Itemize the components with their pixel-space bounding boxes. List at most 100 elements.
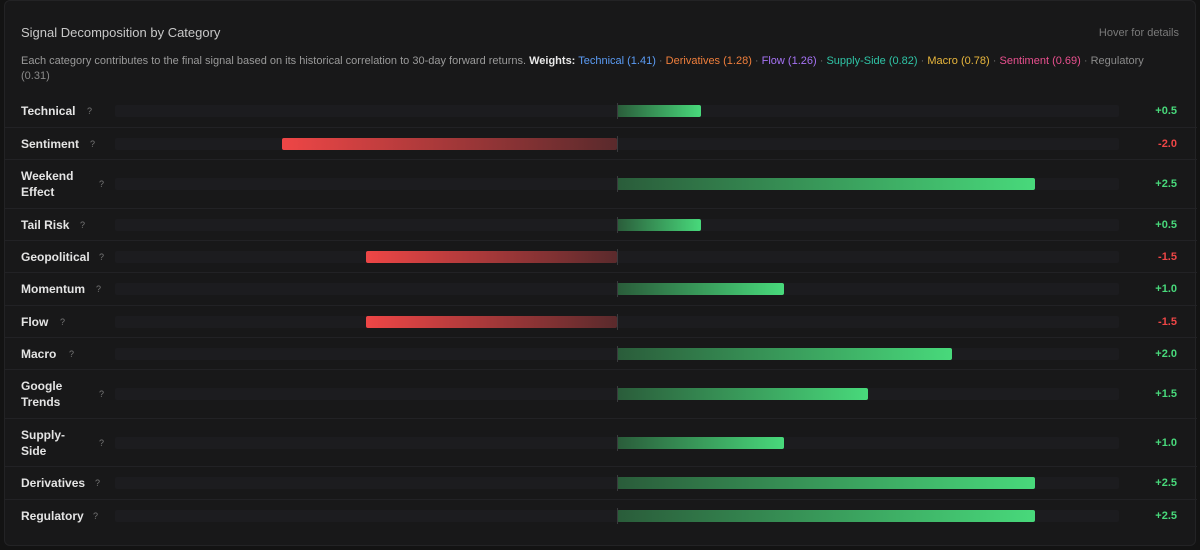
chart-row[interactable]: Flow? -1.5 bbox=[5, 305, 1197, 337]
category-label: Geopolitical bbox=[21, 249, 90, 264]
category-label: Tail Risk bbox=[21, 217, 70, 232]
zero-line bbox=[617, 248, 618, 265]
bar bbox=[366, 250, 617, 263]
hover-hint: Hover for details bbox=[1098, 27, 1179, 39]
help-icon[interactable]: ? bbox=[87, 105, 93, 116]
chart-row[interactable]: Sentiment? -2.0 bbox=[5, 127, 1197, 159]
bar bbox=[617, 218, 701, 231]
zero-line bbox=[617, 345, 618, 362]
bar bbox=[617, 388, 868, 400]
help-icon[interactable]: ? bbox=[99, 179, 105, 189]
bar-track bbox=[115, 507, 1119, 524]
weight-item: Technical (1.41) bbox=[578, 55, 656, 67]
bar-track bbox=[115, 281, 1119, 297]
chart-row[interactable]: Derivatives? +2.5 bbox=[5, 466, 1197, 499]
bar bbox=[617, 283, 785, 295]
help-icon[interactable]: ? bbox=[95, 478, 101, 488]
category-label: Momentum bbox=[21, 282, 85, 296]
weight-item: Sentiment (0.69) bbox=[999, 55, 1081, 67]
bar bbox=[617, 436, 785, 449]
category-label: Regulatory bbox=[21, 508, 84, 523]
zero-line bbox=[617, 507, 618, 524]
chart-row[interactable]: Momentum? +1.0 bbox=[5, 272, 1197, 305]
category-label: Sentiment bbox=[21, 136, 80, 151]
weight-separator: · bbox=[917, 55, 928, 67]
value-label: +2.5 bbox=[1155, 477, 1177, 489]
help-icon[interactable]: ? bbox=[80, 219, 86, 230]
help-icon[interactable]: ? bbox=[93, 510, 99, 521]
help-icon[interactable]: ? bbox=[96, 284, 102, 294]
bar-track bbox=[115, 475, 1119, 491]
category-label: Google Trends bbox=[21, 379, 63, 409]
bar bbox=[617, 104, 701, 117]
category-label: Supply-Side bbox=[21, 427, 65, 458]
category-label: Derivatives bbox=[21, 476, 86, 490]
weights-list: Technical (1.41) · Derivatives (1.28) · … bbox=[21, 55, 1144, 82]
help-icon[interactable]: ? bbox=[99, 389, 105, 399]
bar-track bbox=[115, 345, 1119, 362]
bar bbox=[617, 477, 1036, 489]
category-label: Technical bbox=[21, 103, 76, 118]
zero-line bbox=[617, 475, 618, 491]
chart-row[interactable]: Technical? +0.5 bbox=[5, 94, 1197, 127]
help-icon[interactable]: ? bbox=[99, 437, 105, 448]
value-label: -1.5 bbox=[1158, 315, 1177, 328]
chart-row[interactable]: Geopolitical? -1.5 bbox=[5, 240, 1197, 272]
zero-line bbox=[617, 386, 618, 402]
chart-row[interactable]: Google Trends? +1.5 bbox=[5, 369, 1197, 418]
bar bbox=[617, 509, 1036, 522]
value-label: +0.5 bbox=[1155, 218, 1177, 231]
description: Each category contributes to the final s… bbox=[21, 54, 1171, 84]
weight-separator: · bbox=[816, 55, 827, 67]
weight-separator: · bbox=[1080, 55, 1091, 67]
help-icon[interactable]: ? bbox=[99, 251, 105, 262]
value-label: +2.0 bbox=[1155, 347, 1177, 360]
description-text: Each category contributes to the final s… bbox=[21, 55, 527, 67]
zero-line bbox=[617, 216, 618, 233]
bar-track bbox=[115, 386, 1119, 402]
bar-track bbox=[115, 102, 1119, 119]
weight-separator: · bbox=[989, 55, 1000, 67]
value-label: +1.5 bbox=[1155, 388, 1177, 400]
value-label: +1.0 bbox=[1155, 436, 1177, 449]
zero-line bbox=[617, 313, 618, 330]
chart-row[interactable]: Tail Risk? +0.5 bbox=[5, 208, 1197, 240]
help-icon[interactable]: ? bbox=[69, 348, 75, 359]
weight-item: Macro (0.78) bbox=[927, 55, 990, 67]
bar-track bbox=[115, 216, 1119, 233]
help-icon[interactable]: ? bbox=[90, 138, 96, 149]
category-bar-chart: Technical? +0.5 Sentiment? -2.0 Weekend Effe… bbox=[5, 1, 1197, 547]
value-label: +0.5 bbox=[1155, 104, 1177, 117]
chart-row[interactable]: Supply-Side? +1.0 bbox=[5, 418, 1197, 466]
help-icon[interactable]: ? bbox=[60, 316, 66, 327]
bar-track bbox=[115, 176, 1119, 192]
chart-row[interactable]: Macro? +2.0 bbox=[5, 337, 1197, 369]
category-label: Macro bbox=[21, 346, 57, 361]
bar bbox=[282, 137, 617, 150]
value-label: +2.5 bbox=[1155, 178, 1177, 190]
weight-item: Flow (1.26) bbox=[761, 55, 817, 67]
chart-row[interactable]: Regulatory? +2.5 bbox=[5, 499, 1197, 531]
weight-separator: · bbox=[655, 55, 666, 67]
category-label: Flow bbox=[21, 314, 49, 329]
zero-line bbox=[617, 434, 618, 451]
bar-track bbox=[115, 135, 1119, 152]
zero-line bbox=[617, 102, 618, 119]
panel-title: Signal Decomposition by Category bbox=[21, 25, 221, 40]
chart-row[interactable]: Weekend Effect? +2.5 bbox=[5, 159, 1197, 208]
zero-line bbox=[617, 135, 618, 152]
zero-line bbox=[617, 176, 618, 192]
value-label: +1.0 bbox=[1155, 283, 1177, 295]
signal-decomposition-panel: Signal Decomposition by Category Hover f… bbox=[4, 0, 1197, 547]
category-label: Weekend Effect bbox=[21, 169, 74, 199]
weight-item: Derivatives (1.28) bbox=[665, 55, 752, 67]
weight-separator: · bbox=[751, 55, 762, 67]
bar-track bbox=[115, 313, 1119, 330]
weight-item: Supply-Side (0.82) bbox=[826, 55, 918, 67]
value-label: -2.0 bbox=[1158, 137, 1177, 150]
bar bbox=[366, 315, 617, 328]
weight-item: Regulatory (0.31) bbox=[21, 55, 1144, 82]
weights-label: Weights: bbox=[529, 55, 576, 67]
value-label: -1.5 bbox=[1158, 250, 1177, 263]
bar-track bbox=[115, 434, 1119, 451]
